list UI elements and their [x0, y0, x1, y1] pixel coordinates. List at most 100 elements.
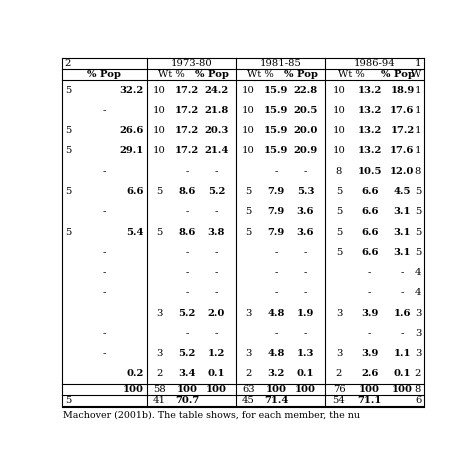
Text: 17.2: 17.2	[175, 86, 199, 95]
Text: 100: 100	[295, 385, 316, 394]
Text: 2: 2	[336, 370, 342, 379]
Text: -: -	[102, 106, 106, 115]
Text: -: -	[102, 329, 106, 338]
Text: 20.9: 20.9	[293, 146, 318, 155]
Text: -: -	[368, 288, 372, 297]
Text: % Pop: % Pop	[381, 70, 414, 79]
Text: 5: 5	[415, 228, 421, 237]
Text: 7.9: 7.9	[267, 228, 285, 237]
Text: 1986-94: 1986-94	[354, 59, 395, 68]
Text: 1: 1	[415, 86, 421, 95]
Text: 8: 8	[336, 167, 342, 176]
Text: 3.8: 3.8	[208, 228, 225, 237]
Text: 5: 5	[65, 86, 72, 95]
Text: -: -	[185, 288, 189, 297]
Text: 5: 5	[336, 187, 342, 196]
Text: Wt %: Wt %	[157, 70, 184, 79]
Text: 15.9: 15.9	[264, 86, 288, 95]
Text: 15.9: 15.9	[264, 106, 288, 115]
Text: 1: 1	[415, 59, 421, 68]
Text: 71.1: 71.1	[357, 396, 382, 405]
Text: 3.1: 3.1	[394, 228, 411, 237]
Text: 17.2: 17.2	[390, 126, 415, 135]
Text: 1: 1	[415, 126, 421, 135]
Text: 6: 6	[415, 396, 421, 405]
Text: -: -	[102, 349, 106, 358]
Text: 13.2: 13.2	[357, 126, 382, 135]
Text: 3.6: 3.6	[297, 228, 314, 237]
Text: 54: 54	[333, 396, 346, 405]
Text: 6.6: 6.6	[361, 228, 378, 237]
Text: -: -	[304, 268, 307, 277]
Text: -: -	[215, 288, 218, 297]
Text: 76: 76	[333, 385, 345, 394]
Text: 5: 5	[336, 248, 342, 257]
Text: 5.3: 5.3	[297, 187, 314, 196]
Text: -: -	[185, 268, 189, 277]
Text: -: -	[304, 329, 307, 338]
Text: 17.6: 17.6	[390, 146, 415, 155]
Text: -: -	[102, 167, 106, 176]
Text: % Pop: % Pop	[284, 70, 318, 79]
Text: 5: 5	[415, 207, 421, 216]
Text: 100: 100	[206, 385, 227, 394]
Text: 2: 2	[415, 370, 421, 379]
Text: Machover (2001b). The table shows, for each member, the nu: Machover (2001b). The table shows, for e…	[63, 410, 360, 419]
Text: 8: 8	[415, 385, 421, 394]
Text: 0.1: 0.1	[394, 370, 411, 379]
Text: 0.2: 0.2	[127, 370, 144, 379]
Text: -: -	[102, 268, 106, 277]
Text: 10: 10	[242, 146, 255, 155]
Text: 3.2: 3.2	[267, 370, 285, 379]
Text: 3.1: 3.1	[394, 207, 411, 216]
Text: -: -	[215, 329, 218, 338]
Text: -: -	[102, 248, 106, 257]
Text: -: -	[401, 268, 404, 277]
Text: 20.3: 20.3	[204, 126, 228, 135]
Text: 10.5: 10.5	[357, 167, 382, 176]
Text: 10: 10	[153, 86, 166, 95]
Text: -: -	[274, 248, 278, 257]
Text: 10: 10	[333, 86, 346, 95]
Text: 3.1: 3.1	[394, 248, 411, 257]
Text: 3: 3	[156, 309, 163, 318]
Text: 3.4: 3.4	[178, 370, 196, 379]
Text: 5: 5	[65, 396, 72, 405]
Text: 20.5: 20.5	[293, 106, 318, 115]
Text: 5.4: 5.4	[126, 228, 144, 237]
Text: 17.2: 17.2	[175, 106, 199, 115]
Text: 2.0: 2.0	[208, 309, 225, 318]
Text: -: -	[102, 288, 106, 297]
Text: 10: 10	[242, 106, 255, 115]
Text: 18.9: 18.9	[390, 86, 415, 95]
Text: 10: 10	[153, 126, 166, 135]
Text: -: -	[274, 268, 278, 277]
Text: 5: 5	[245, 228, 252, 237]
Text: 21.8: 21.8	[204, 106, 228, 115]
Text: 6.6: 6.6	[126, 187, 144, 196]
Text: -: -	[215, 248, 218, 257]
Text: 5: 5	[245, 187, 252, 196]
Text: 0.1: 0.1	[297, 370, 314, 379]
Text: 71.4: 71.4	[264, 396, 288, 405]
Text: % Pop: % Pop	[87, 70, 121, 79]
Text: 17.2: 17.2	[175, 126, 199, 135]
Text: 3: 3	[415, 329, 421, 338]
Text: 5: 5	[65, 146, 72, 155]
Text: 12.0: 12.0	[390, 167, 415, 176]
Text: -: -	[401, 329, 404, 338]
Text: 100: 100	[359, 385, 380, 394]
Text: 3: 3	[336, 309, 342, 318]
Text: 0.1: 0.1	[208, 370, 225, 379]
Text: 10: 10	[333, 146, 346, 155]
Text: 2: 2	[156, 370, 163, 379]
Text: 4: 4	[415, 288, 421, 297]
Text: 13.2: 13.2	[357, 106, 382, 115]
Text: 1: 1	[415, 106, 421, 115]
Text: -: -	[304, 248, 307, 257]
Text: 1.6: 1.6	[394, 309, 411, 318]
Text: -: -	[368, 268, 372, 277]
Text: 4: 4	[415, 268, 421, 277]
Text: 3: 3	[336, 349, 342, 358]
Text: 5: 5	[336, 207, 342, 216]
